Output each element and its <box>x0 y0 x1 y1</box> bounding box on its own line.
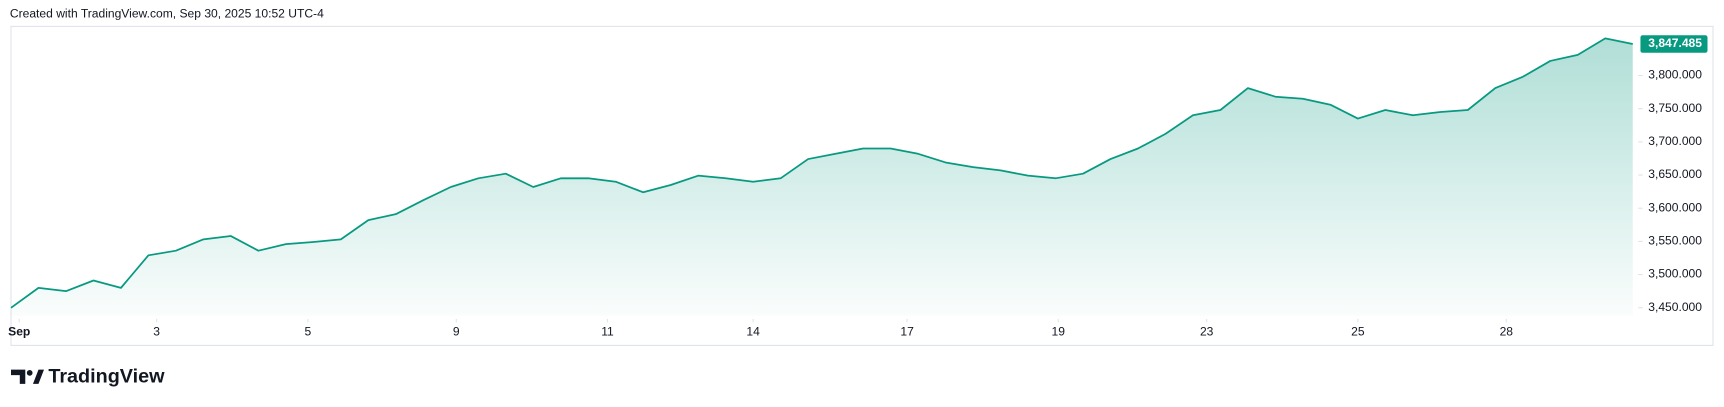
last-price-badge <box>1640 35 1708 53</box>
y-tick-label: 3,500.000 <box>1648 267 1702 281</box>
x-tick-label: 11 <box>601 324 614 338</box>
x-tick-label: 3 <box>153 324 160 338</box>
plot: 3,450.000 3,500.000 3,550.000 3,600.000 3,65… <box>8 35 1708 338</box>
x-tick-label: 14 <box>746 324 760 338</box>
brand: TradingView <box>48 366 165 388</box>
y-tick-label: 3,600.000 <box>1648 200 1702 214</box>
y-tick-label: 3,450.000 <box>1648 300 1702 314</box>
y-tick-label: 3,550.000 <box>1648 234 1702 248</box>
chart-frame <box>10 25 1714 346</box>
x-tick-label: 9 <box>453 324 460 338</box>
x-tick-label: 28 <box>1500 324 1514 338</box>
x-tick-label: 23 <box>1200 324 1214 338</box>
price-line <box>10 37 1633 309</box>
y-tick-label: 3,800.000 <box>1648 68 1702 82</box>
x-tick-label: 17 <box>900 324 914 338</box>
logo: TradingView <box>10 366 165 388</box>
last-price-label: 3,847.485 <box>1648 36 1702 50</box>
y-tick-label: 3,750.000 <box>1648 101 1702 115</box>
x-tick-label: 25 <box>1351 324 1365 338</box>
y-tick-label: 3,650.000 <box>1648 167 1702 181</box>
header: Created with TradingView.com, Sep 30, 20… <box>10 6 324 20</box>
x-tick-label: 5 <box>304 324 311 338</box>
x-tick-label: Sep <box>8 324 30 338</box>
x-tick-label: 19 <box>1052 324 1066 338</box>
area-fill <box>10 38 1633 316</box>
y-tick-label: 3,700.000 <box>1648 134 1702 148</box>
